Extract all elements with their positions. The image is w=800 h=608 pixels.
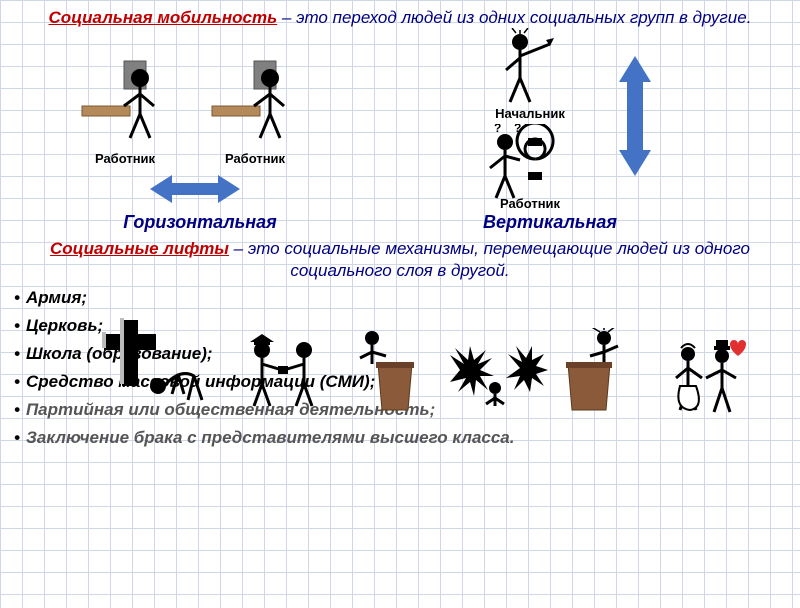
mobility-diagram: Работник Работник Горизонтальная Начальн… xyxy=(0,36,800,236)
photographers-icon xyxy=(440,340,550,415)
worker-with-phone-icon: ? ? xyxy=(480,124,580,204)
vertical-label: Вертикальная xyxy=(440,212,660,233)
term-lifts: Социальные лифты xyxy=(50,239,229,258)
worker-with-hammer-icon xyxy=(210,56,300,146)
speaker-podium-icon xyxy=(560,328,630,418)
wedding-couple-icon xyxy=(660,338,760,423)
definition-mobility: Социальная мобильность – это переход люд… xyxy=(0,8,800,28)
horizontal-arrow-icon xyxy=(150,171,240,212)
term-mobility: Социальная мобильность xyxy=(49,8,278,27)
lift-item-army: Армия; xyxy=(14,288,800,308)
def-lifts: – это социальные механизмы, перемещающие… xyxy=(229,239,750,280)
graduation-handshake-icon xyxy=(240,334,330,414)
boss-pointing-icon xyxy=(490,28,570,108)
bowing-figure-icon xyxy=(144,350,214,410)
definition-lifts: Социальные лифты – это социальные механи… xyxy=(0,238,800,282)
speaker-podium-icon xyxy=(350,328,420,418)
worker2-label: Работник xyxy=(215,151,295,166)
worker1-label: Работник xyxy=(85,151,165,166)
svg-text:?: ? xyxy=(494,124,501,135)
def-mobility: – это переход людей из одних социальных … xyxy=(277,8,751,27)
vertical-worker-label: Работник xyxy=(490,196,570,211)
lift-figures-row xyxy=(100,328,770,468)
horizontal-label: Горизонтальная xyxy=(90,212,310,233)
vertical-arrow-icon xyxy=(615,56,655,181)
boss-label: Начальник xyxy=(490,106,570,121)
worker-with-hammer-icon xyxy=(80,56,170,146)
